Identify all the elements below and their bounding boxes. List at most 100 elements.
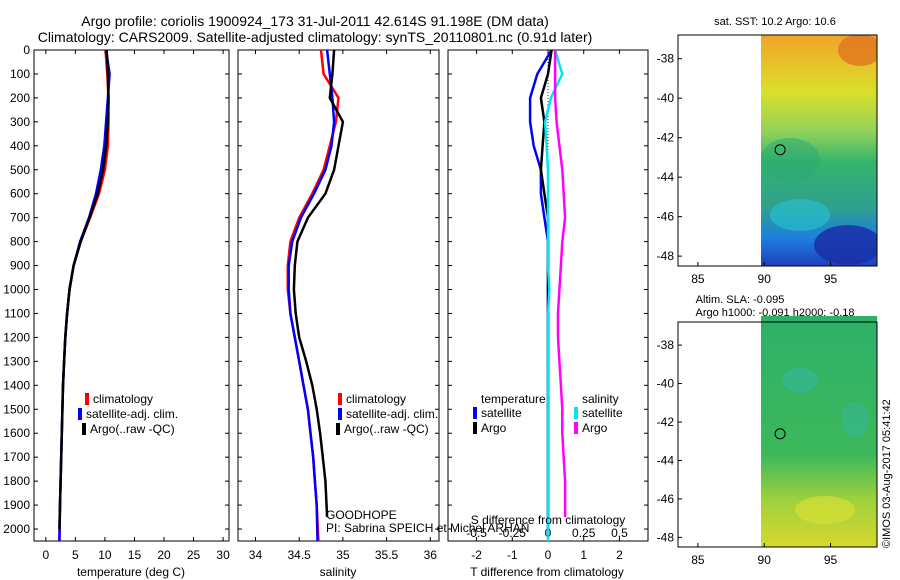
salinity-axes-frame <box>237 49 440 542</box>
legend-label-climatology: climatology <box>93 392 153 406</box>
sst-mid-patch <box>770 199 830 231</box>
map-lat-label: -38 <box>657 338 675 352</box>
annotation-project: GOODHOPE <box>326 508 397 522</box>
legend-swatch-satellite <box>78 408 82 420</box>
legend-swatch-temperature-satellite <box>473 407 477 419</box>
sst-map-panel: sat. SST: 10.2 Argo: 10.6 85 90 95 -38 -40 -4… <box>657 16 878 286</box>
y-tick-label: 1400 <box>3 378 30 392</box>
salinity-legend: climatology satellite-adj. clim. Argo(..… <box>336 392 438 436</box>
legend-label-argo: Argo(..raw -QC) <box>90 422 175 436</box>
argo-position-marker <box>774 428 786 440</box>
y-tick-label: 1600 <box>3 426 30 440</box>
y-tick-label: 1700 <box>3 450 30 464</box>
y-tick-label: 1000 <box>3 283 30 297</box>
map-lat-label: -42 <box>657 415 675 429</box>
sla-teal-patch <box>782 368 818 392</box>
temperature-axes-frame <box>33 49 230 542</box>
legend-swatch-climatology <box>338 393 342 405</box>
legend-label-satellite: satellite-adj. clim. <box>346 407 438 421</box>
y-tick-label: 100 <box>10 67 30 81</box>
x-tick-label: 36 <box>424 548 438 562</box>
x-tick-label: 35.5 <box>375 548 399 562</box>
sla-yellow-patch <box>795 496 855 524</box>
legend-label-salinity-argo: Argo <box>582 421 608 435</box>
sla-map-frame <box>677 321 878 548</box>
x-tick-label: -1 <box>507 548 518 562</box>
temperature-legend: climatology satellite-adj. clim. Argo(..… <box>78 392 178 436</box>
sla-map-title: Altim. SLA: -0.095 <box>696 294 785 306</box>
series-line-3 <box>553 50 567 517</box>
x-tick-label: 0 <box>42 548 49 562</box>
series-line-1 <box>58 49 111 542</box>
legend-label-salinity-satellite: satellite <box>582 406 623 420</box>
x-tick-label-salinity: -0.25 <box>499 526 527 540</box>
sst-map-frame <box>677 34 878 267</box>
map-lon-label: 85 <box>691 553 705 567</box>
difference-y-ticks <box>448 49 648 530</box>
map-lat-label: -46 <box>657 210 675 224</box>
map-lon-label: 90 <box>758 553 772 567</box>
y-tick-label: 1500 <box>3 402 30 416</box>
sst-cool-patch <box>814 225 877 265</box>
legend-swatch-argo <box>336 423 340 435</box>
legend-label-argo: Argo(..raw -QC) <box>344 422 429 436</box>
x-tick-label: 10 <box>98 548 112 562</box>
y-tick-label: 1100 <box>4 306 30 320</box>
y-tick-label: 2000 <box>3 522 30 536</box>
temperature-x-axis: 0 5 10 15 20 25 30 <box>42 50 230 562</box>
x-tick-label: 20 <box>157 548 171 562</box>
y-tick-label: 400 <box>10 139 30 153</box>
legend-swatch-climatology <box>85 393 89 405</box>
x-tick-label-salinity: 0.25 <box>572 526 596 540</box>
temperature-y-axis: 0 100 200 300 400 500 600 700 800 900 1000 1100 1200… <box>3 43 229 536</box>
x-tick-label: 2 <box>616 548 623 562</box>
map-lon-label: 85 <box>691 272 705 286</box>
x-tick-label: 34.5 <box>287 548 311 562</box>
sst-green-patch <box>761 138 820 182</box>
y-tick-label: 200 <box>10 91 30 105</box>
legend-label-temperature-satellite: satellite <box>481 406 522 420</box>
salinity-x-axis: 34 34.5 35 35.5 36 <box>249 50 437 562</box>
argo-position-marker <box>774 144 786 156</box>
x-tick-label: 15 <box>128 548 142 562</box>
x-tick-label-salinity: -0.5 <box>466 526 487 540</box>
sla-teal-patch-2 <box>841 402 869 438</box>
series-line-0 <box>58 49 110 542</box>
legend-swatch-salinity-argo <box>574 422 578 434</box>
map-lat-label: -40 <box>657 377 675 391</box>
temperature-lines <box>58 49 111 542</box>
difference-xlabel-top: S difference from climatology <box>471 513 626 527</box>
y-tick-label: 1300 <box>3 354 30 368</box>
map-lat-label: -40 <box>657 91 675 105</box>
temperature-xlabel: temperature (deg C) <box>77 565 185 579</box>
temperature-panel: 0100200300400500600700800900100011001200… <box>3 43 230 579</box>
figure-title-line2: Climatology: CARS2009. Satellite-adjuste… <box>38 29 593 45</box>
difference-xlabel: T difference from climatology <box>470 565 624 579</box>
difference-panel: -2 -1 0 1 2-0.5 -0.25 0 0.25 0.5 T difference fr… <box>447 49 649 579</box>
y-tick-label: 900 <box>10 259 30 273</box>
y-tick-label: 600 <box>10 187 30 201</box>
x-tick-label: 5 <box>72 548 79 562</box>
map-lat-label: -42 <box>657 131 675 145</box>
map-lat-label: -38 <box>657 52 675 66</box>
legend-swatch-argo <box>82 423 86 435</box>
series-line-1 <box>287 49 336 542</box>
salinity-lines <box>286 49 345 542</box>
sla-field <box>761 316 877 547</box>
sst-field <box>761 35 877 266</box>
x-tick-label: 34 <box>249 548 263 562</box>
map-lat-label: -44 <box>657 170 675 184</box>
salinity-xlabel: salinity <box>320 565 357 579</box>
y-tick-label: 1200 <box>3 330 30 344</box>
legend-swatch-salinity-satellite <box>574 407 578 419</box>
x-tick-label: 0 <box>545 548 552 562</box>
sst-map-title: sat. SST: 10.2 Argo: 10.6 <box>714 16 836 28</box>
sst-map-axes: 85 90 95 -38 -40 -42 -44 -46 -48 <box>657 52 838 286</box>
y-tick-label: 1900 <box>3 498 30 512</box>
y-tick-label: 1800 <box>3 474 30 488</box>
difference-legend: temperature salinity satellite Argo sate… <box>473 392 623 435</box>
salinity-panel: 34 34.5 35 35.5 36 salinity climatology sate… <box>237 49 529 579</box>
map-lon-label: 90 <box>758 272 772 286</box>
y-tick-label: 700 <box>10 211 30 225</box>
